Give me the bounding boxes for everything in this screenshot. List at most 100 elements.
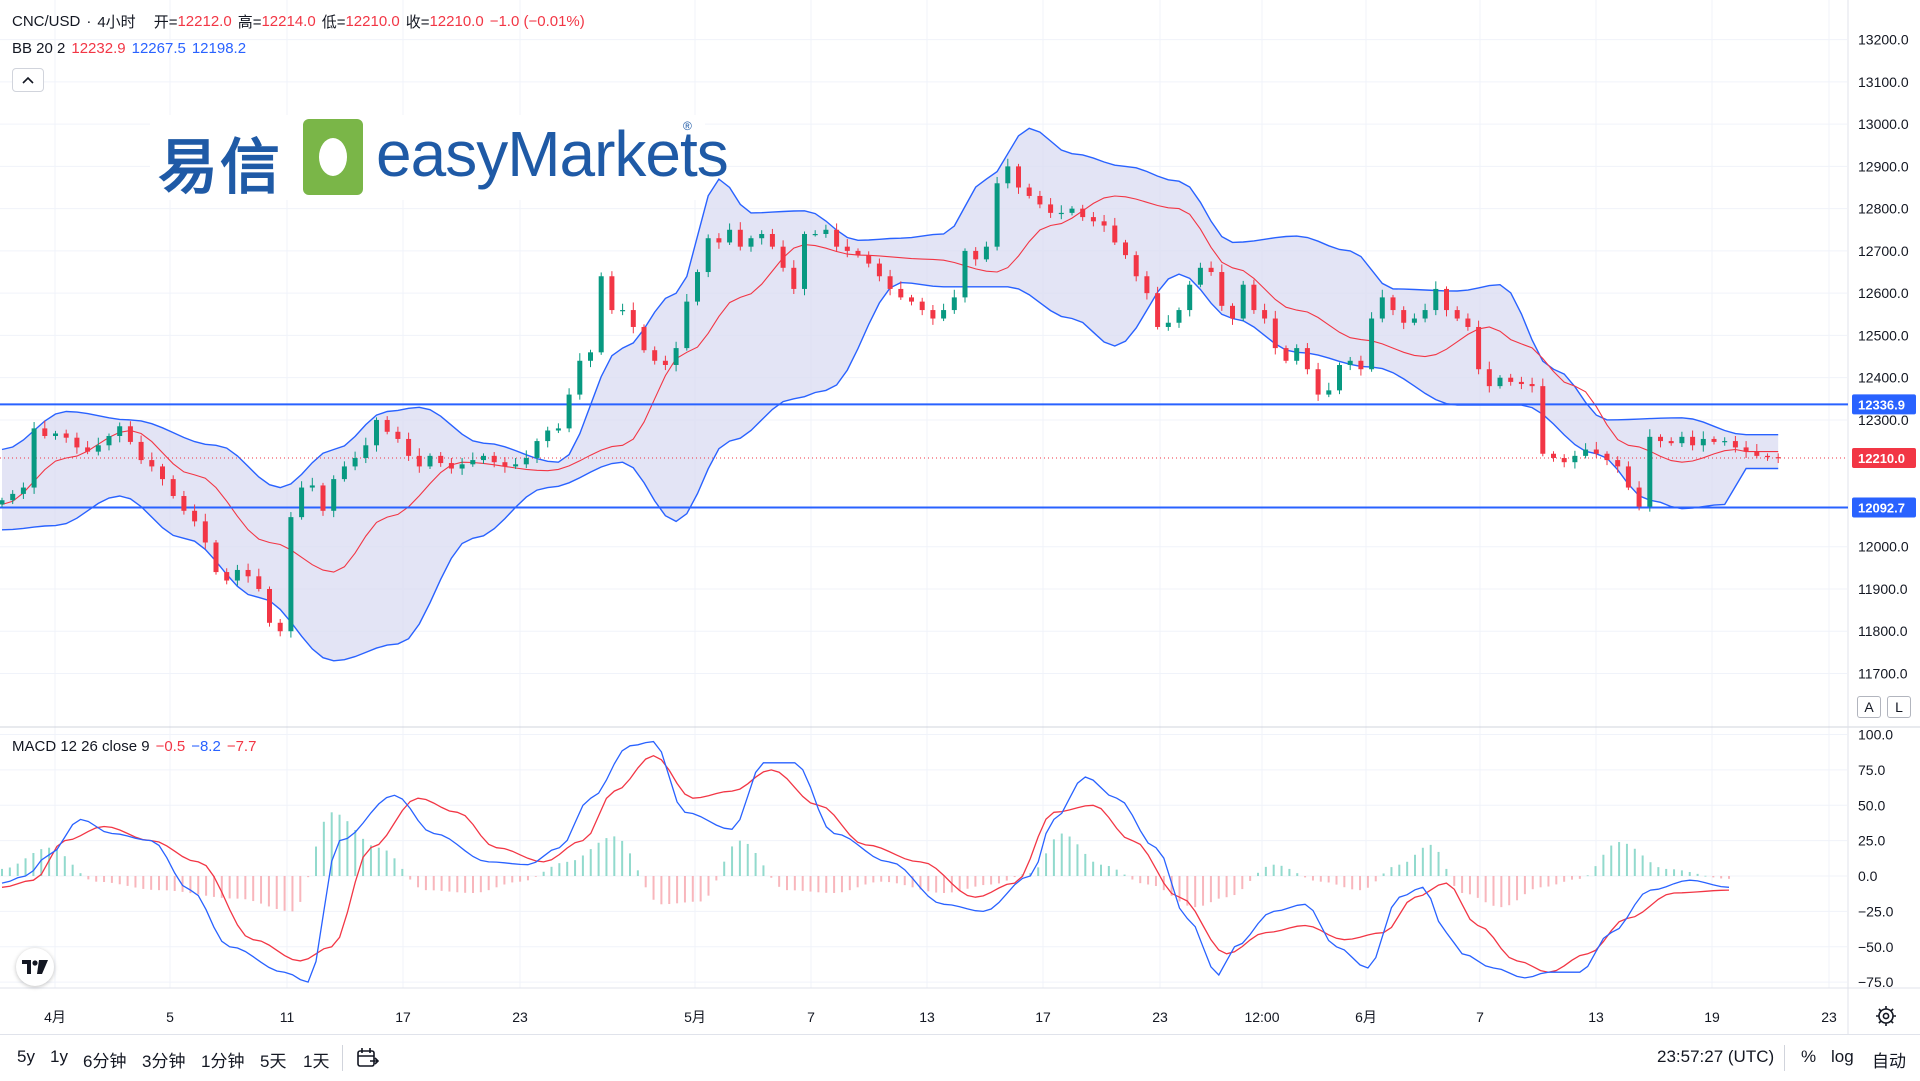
macd-histogram-bar: [71, 864, 74, 876]
collapse-legend-button[interactable]: [12, 68, 44, 92]
candle-body: [406, 438, 412, 456]
macd-histogram-bar: [1060, 833, 1063, 876]
candle-body: [1112, 225, 1118, 243]
macd-legend[interactable]: MACD 12 26 close 9 −0.5 −8.2 −7.7: [12, 738, 256, 755]
macd-histogram-bar: [809, 876, 812, 892]
candle-body: [1133, 255, 1139, 277]
time-tick-label: 19: [1704, 1009, 1720, 1025]
price-tick-label: 12000.0: [1858, 539, 1909, 555]
macd-histogram-bar: [903, 876, 906, 886]
macd-histogram-bar: [1688, 871, 1691, 876]
candle-body: [427, 455, 433, 467]
time-tick-label: 23: [1821, 1009, 1837, 1025]
macd-histogram-bar: [165, 876, 168, 891]
macd-histogram-bar: [16, 863, 19, 876]
range-5y-button[interactable]: 5y: [17, 1047, 35, 1066]
macd-histogram-bar: [558, 863, 561, 876]
chevron-up-icon: [22, 76, 34, 84]
tradingview-logo-icon[interactable]: [16, 948, 54, 986]
macd-histogram-bar: [1147, 876, 1150, 885]
logo-green-badge: [303, 119, 363, 195]
logo-badge-hole: [319, 138, 347, 176]
macd-histogram-bar: [95, 876, 98, 882]
macd-histogram-bar: [1382, 873, 1385, 876]
candle-body: [374, 419, 379, 446]
candle-body: [523, 457, 529, 465]
time-tick-label: 23: [512, 1009, 528, 1025]
candle-body: [1016, 166, 1021, 188]
macd-histogram-bar: [676, 876, 679, 904]
candle-body: [1572, 455, 1578, 463]
candle-body: [951, 297, 957, 311]
clock-time[interactable]: 23:57:27 (UTC): [1657, 1047, 1775, 1066]
candle-body: [909, 297, 914, 302]
candle-body: [727, 229, 733, 243]
candle-body: [1005, 166, 1011, 184]
candle-body: [855, 250, 861, 256]
logo-chinese-text: 易信: [158, 134, 282, 201]
range-1min-button[interactable]: 1分钟: [201, 1052, 245, 1071]
macd-histogram-bar: [1131, 876, 1134, 880]
macd-histogram-bar: [919, 876, 922, 890]
candle-body: [1123, 242, 1128, 256]
candle-body: [534, 441, 540, 458]
range-1y-button[interactable]: 1y: [50, 1047, 68, 1066]
macd-histogram-bar: [1194, 876, 1197, 908]
calendar-goto-icon[interactable]: [356, 1047, 380, 1069]
interval-label[interactable]: 4小时: [97, 14, 136, 31]
macd-histogram-bar: [895, 876, 898, 884]
macd-histogram-bar: [605, 838, 608, 876]
bb-upper-line: [1, 127, 1779, 489]
candle-body: [459, 464, 465, 469]
candle-body: [802, 233, 807, 289]
candle-body: [1647, 436, 1653, 507]
bb-basis-line: [1, 195, 1779, 573]
toolbar-separator: [1784, 1045, 1785, 1071]
percent-scale-toggle[interactable]: %: [1801, 1047, 1817, 1066]
macd-histogram-bar: [1657, 867, 1660, 876]
auto-scale-toggle[interactable]: 自动: [1872, 1052, 1906, 1071]
current-price-badge: 12210.0: [1858, 451, 1905, 466]
price-tick-label: 13000.0: [1858, 116, 1909, 132]
symbol-name[interactable]: CNC/USD: [12, 13, 81, 30]
macd-histogram-bar: [1680, 870, 1683, 876]
macd-histogram-bar: [1186, 876, 1189, 906]
gear-icon[interactable]: [1875, 1005, 1897, 1027]
candle-body: [1144, 276, 1150, 294]
candle-body: [887, 276, 893, 289]
range-5d-button[interactable]: 5天: [260, 1052, 287, 1071]
log-scale-toggle[interactable]: log: [1831, 1047, 1854, 1066]
macd-histogram-bar: [158, 876, 160, 891]
time-tick-label: 17: [1035, 1009, 1051, 1025]
candle-body: [898, 288, 904, 298]
macd-histogram-bar: [997, 876, 1000, 884]
macd-histogram-bar: [1, 868, 3, 876]
auto-scale-button[interactable]: A: [1857, 696, 1881, 718]
macd-histogram-bar: [1421, 847, 1424, 876]
macd-histogram-bar: [652, 876, 655, 900]
bb-legend[interactable]: BB 20 2 12232.9 12267.5 12198.2: [12, 40, 246, 57]
macd-histogram-bar: [307, 876, 310, 878]
macd-histogram-bar: [275, 876, 278, 909]
range-3min-button[interactable]: 3分钟: [142, 1052, 186, 1071]
candle-body: [1176, 310, 1182, 323]
candle-body: [748, 238, 754, 247]
range-1d-button[interactable]: 1天: [303, 1052, 330, 1071]
macd-histogram-bar: [817, 876, 820, 893]
log-scale-button[interactable]: L: [1887, 696, 1911, 718]
macd-histogram-bar: [660, 876, 663, 905]
bb-upper-value: 12267.5: [131, 40, 186, 57]
macd-tick-label: 25.0: [1858, 833, 1885, 849]
macd-histogram-bar: [1696, 873, 1699, 876]
time-tick-label: 5月: [684, 1009, 706, 1025]
macd-histogram-bar: [1327, 876, 1330, 883]
range-6min-button[interactable]: 6分钟: [83, 1052, 127, 1071]
macd-histogram-bar: [1233, 876, 1236, 896]
macd-histogram-bar: [738, 840, 741, 876]
easymarkets-logo: 易信 easyMarkets ®: [150, 115, 729, 201]
macd-histogram-bar: [1445, 868, 1448, 876]
candle-body: [0, 500, 5, 505]
candle-body: [1358, 360, 1364, 370]
candle-body: [844, 246, 850, 251]
